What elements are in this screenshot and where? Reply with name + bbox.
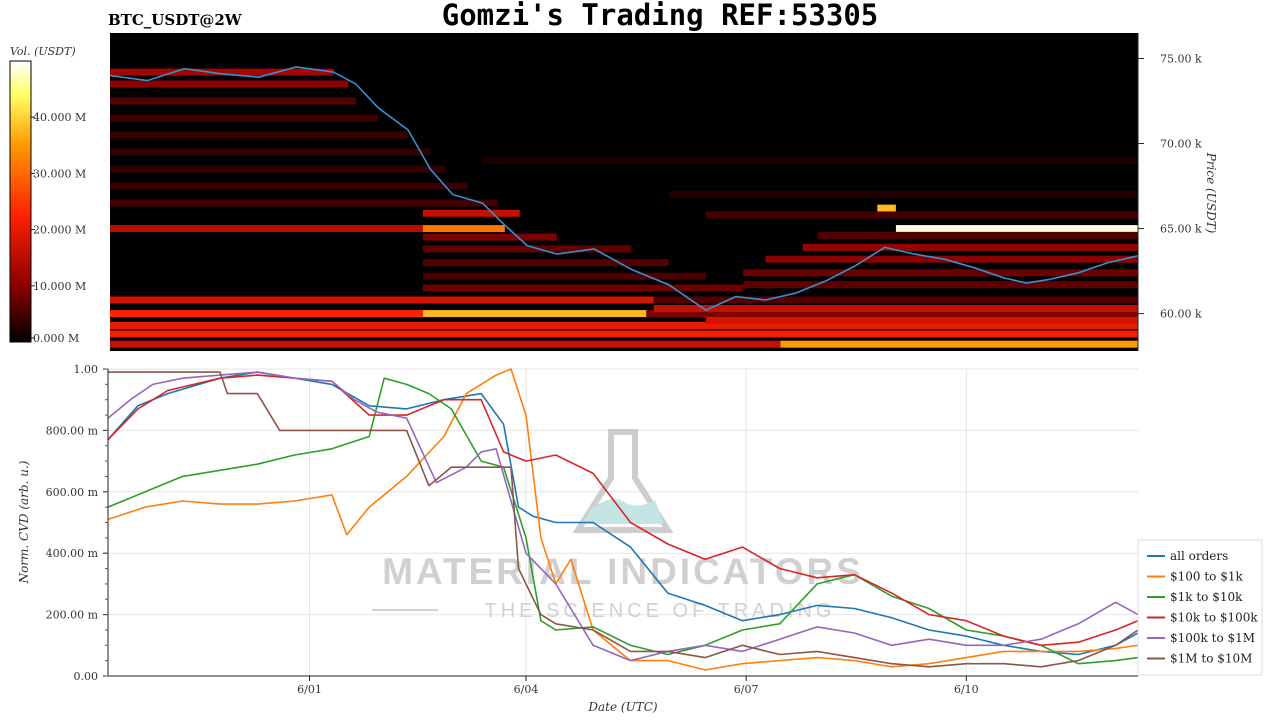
heatmap-level (110, 114, 379, 122)
cvd-y-axis: 0.00 200.00 m 400.00 m 600.00 m 800.00 m 1.00 (46, 363, 108, 683)
colorbar-tick-label: 0.000 M (33, 332, 79, 345)
colorbar-gradient (9, 60, 32, 343)
price-tick-label: 75.00 k (1160, 53, 1202, 66)
heatmap-level (422, 245, 632, 253)
heatmap-level (653, 296, 1138, 304)
legend-label: $100k to $1M (1170, 631, 1255, 645)
cvd-y-tick-label: 1.00 (74, 363, 99, 376)
heatmap-levels (110, 68, 1139, 348)
cvd-x-tick-label: 6/04 (514, 683, 539, 696)
heatmap-level (110, 182, 468, 190)
heatmap-level (765, 255, 1138, 263)
cvd-series-line (108, 371, 1139, 668)
cvd-y-tick-label: 200.00 m (46, 609, 99, 622)
colorbar-ticks: 0.000 M 10.000 M 20.000 M 30.000 M 40.000 M (31, 111, 86, 345)
heatmap-level (653, 304, 1138, 312)
heatmap-level (802, 243, 1138, 251)
heatmap-level (110, 80, 349, 88)
colorbar-tick-label: 40.000 M (33, 111, 86, 124)
heatmap-level (743, 281, 1138, 289)
heatmap-panel: 60.00 k 65.00 k 70.00 k 75.00 k Price (USDT… (109, 33, 1218, 351)
cvd-x-axis-label: Date (UTC) (587, 700, 657, 714)
heatmap-level (743, 269, 1138, 277)
colorbar-tick-label: 10.000 M (33, 280, 86, 293)
watermark-tagline: THE SCIENCE OF TRADING (485, 600, 836, 622)
heatmap-level (422, 233, 557, 241)
heatmap-level (422, 225, 505, 233)
legend-label: $10k to $100k (1170, 611, 1258, 625)
heatmap-level (705, 316, 1138, 324)
cvd-panel: MATERIAL INDICATORS THE SCIENCE OF TRADI… (17, 363, 1139, 714)
legend-label: $100 to $1k (1170, 570, 1243, 584)
cvd-x-tick-label: 6/10 (954, 683, 979, 696)
cvd-series-line (107, 377, 1139, 665)
price-line (109, 66, 1139, 312)
cvd-series-line (107, 371, 1139, 662)
heatmap-level (110, 321, 1138, 329)
price-tick-label: 70.00 k (1160, 138, 1202, 151)
heatmap-level (422, 284, 744, 292)
heatmap-level (422, 310, 647, 318)
cvd-y-tick-label: 600.00 m (46, 486, 99, 499)
heatmap-level (780, 340, 1138, 348)
heatmap-level (422, 259, 669, 267)
legend-label: all orders (1170, 549, 1228, 563)
heatmap-level (482, 157, 1139, 165)
legend-box (1137, 539, 1263, 676)
legend-label: $1M to $10M (1170, 652, 1252, 666)
heatmap-level (110, 330, 1138, 338)
cvd-y-tick-label: 400.00 m (46, 547, 99, 560)
chart-title: Gomzi's Trading REF:53305 (442, 0, 879, 32)
heatmap-level (110, 296, 654, 304)
heatmap-level (668, 191, 1138, 199)
cvd-series-line (107, 368, 1139, 671)
colorbar: Vol. (USDT) 0.000 M 10.000 M 20.000 M 30.00… (9, 45, 86, 345)
heatmap-level (110, 68, 334, 76)
colorbar-tick-label: 30.000 M (33, 167, 86, 180)
cvd-x-tick-label: 6/01 (297, 683, 322, 696)
heatmap-level (705, 211, 1138, 219)
cvd-x-tick-label: 6/07 (734, 683, 759, 696)
cvd-y-axis-label: Norm. CVD (arb. u.) (17, 460, 31, 584)
heatmap-level (110, 340, 781, 348)
heatmap-level (817, 231, 1138, 239)
legend-items: all orders $100 to $1k $1k to $10k $10k to … (1147, 549, 1258, 666)
heatmap-level (895, 225, 1138, 233)
heatmap-level (110, 310, 423, 318)
cvd-y-tick-label: 800.00 m (46, 424, 99, 437)
legend: all orders $100 to $1k $1k to $10k $10k to … (1137, 539, 1263, 676)
heatmap-level (110, 225, 423, 233)
heatmap-level (422, 209, 520, 217)
watermark-brand: MATERIAL INDICATORS (382, 551, 864, 592)
colorbar-label: Vol. (USDT) (10, 45, 76, 58)
heatmap-level (110, 165, 446, 173)
cvd-x-axis: 6/01 6/04 6/07 6/10 (297, 676, 979, 696)
heatmap-level (110, 131, 408, 139)
price-axis-label: Price (USDT) (1204, 152, 1218, 234)
heatmap-level (422, 272, 706, 280)
legend-label: $1k to $10k (1170, 590, 1243, 604)
colorbar-tick-label: 20.000 M (33, 224, 86, 237)
heatmap-level (877, 204, 896, 212)
heatmap-level (110, 97, 356, 105)
heatmap-level (110, 148, 431, 156)
price-axis: 60.00 k 65.00 k 70.00 k 75.00 k (1138, 53, 1202, 321)
cvd-y-tick-label: 0.00 (74, 670, 99, 683)
price-tick-label: 60.00 k (1160, 308, 1202, 321)
heatmap-level (646, 310, 1138, 318)
heatmap-level (110, 199, 498, 207)
price-tick-label: 65.00 k (1160, 223, 1202, 236)
chart-subtitle: BTC_USDT@2W (108, 11, 243, 29)
cvd-lines (107, 368, 1139, 671)
